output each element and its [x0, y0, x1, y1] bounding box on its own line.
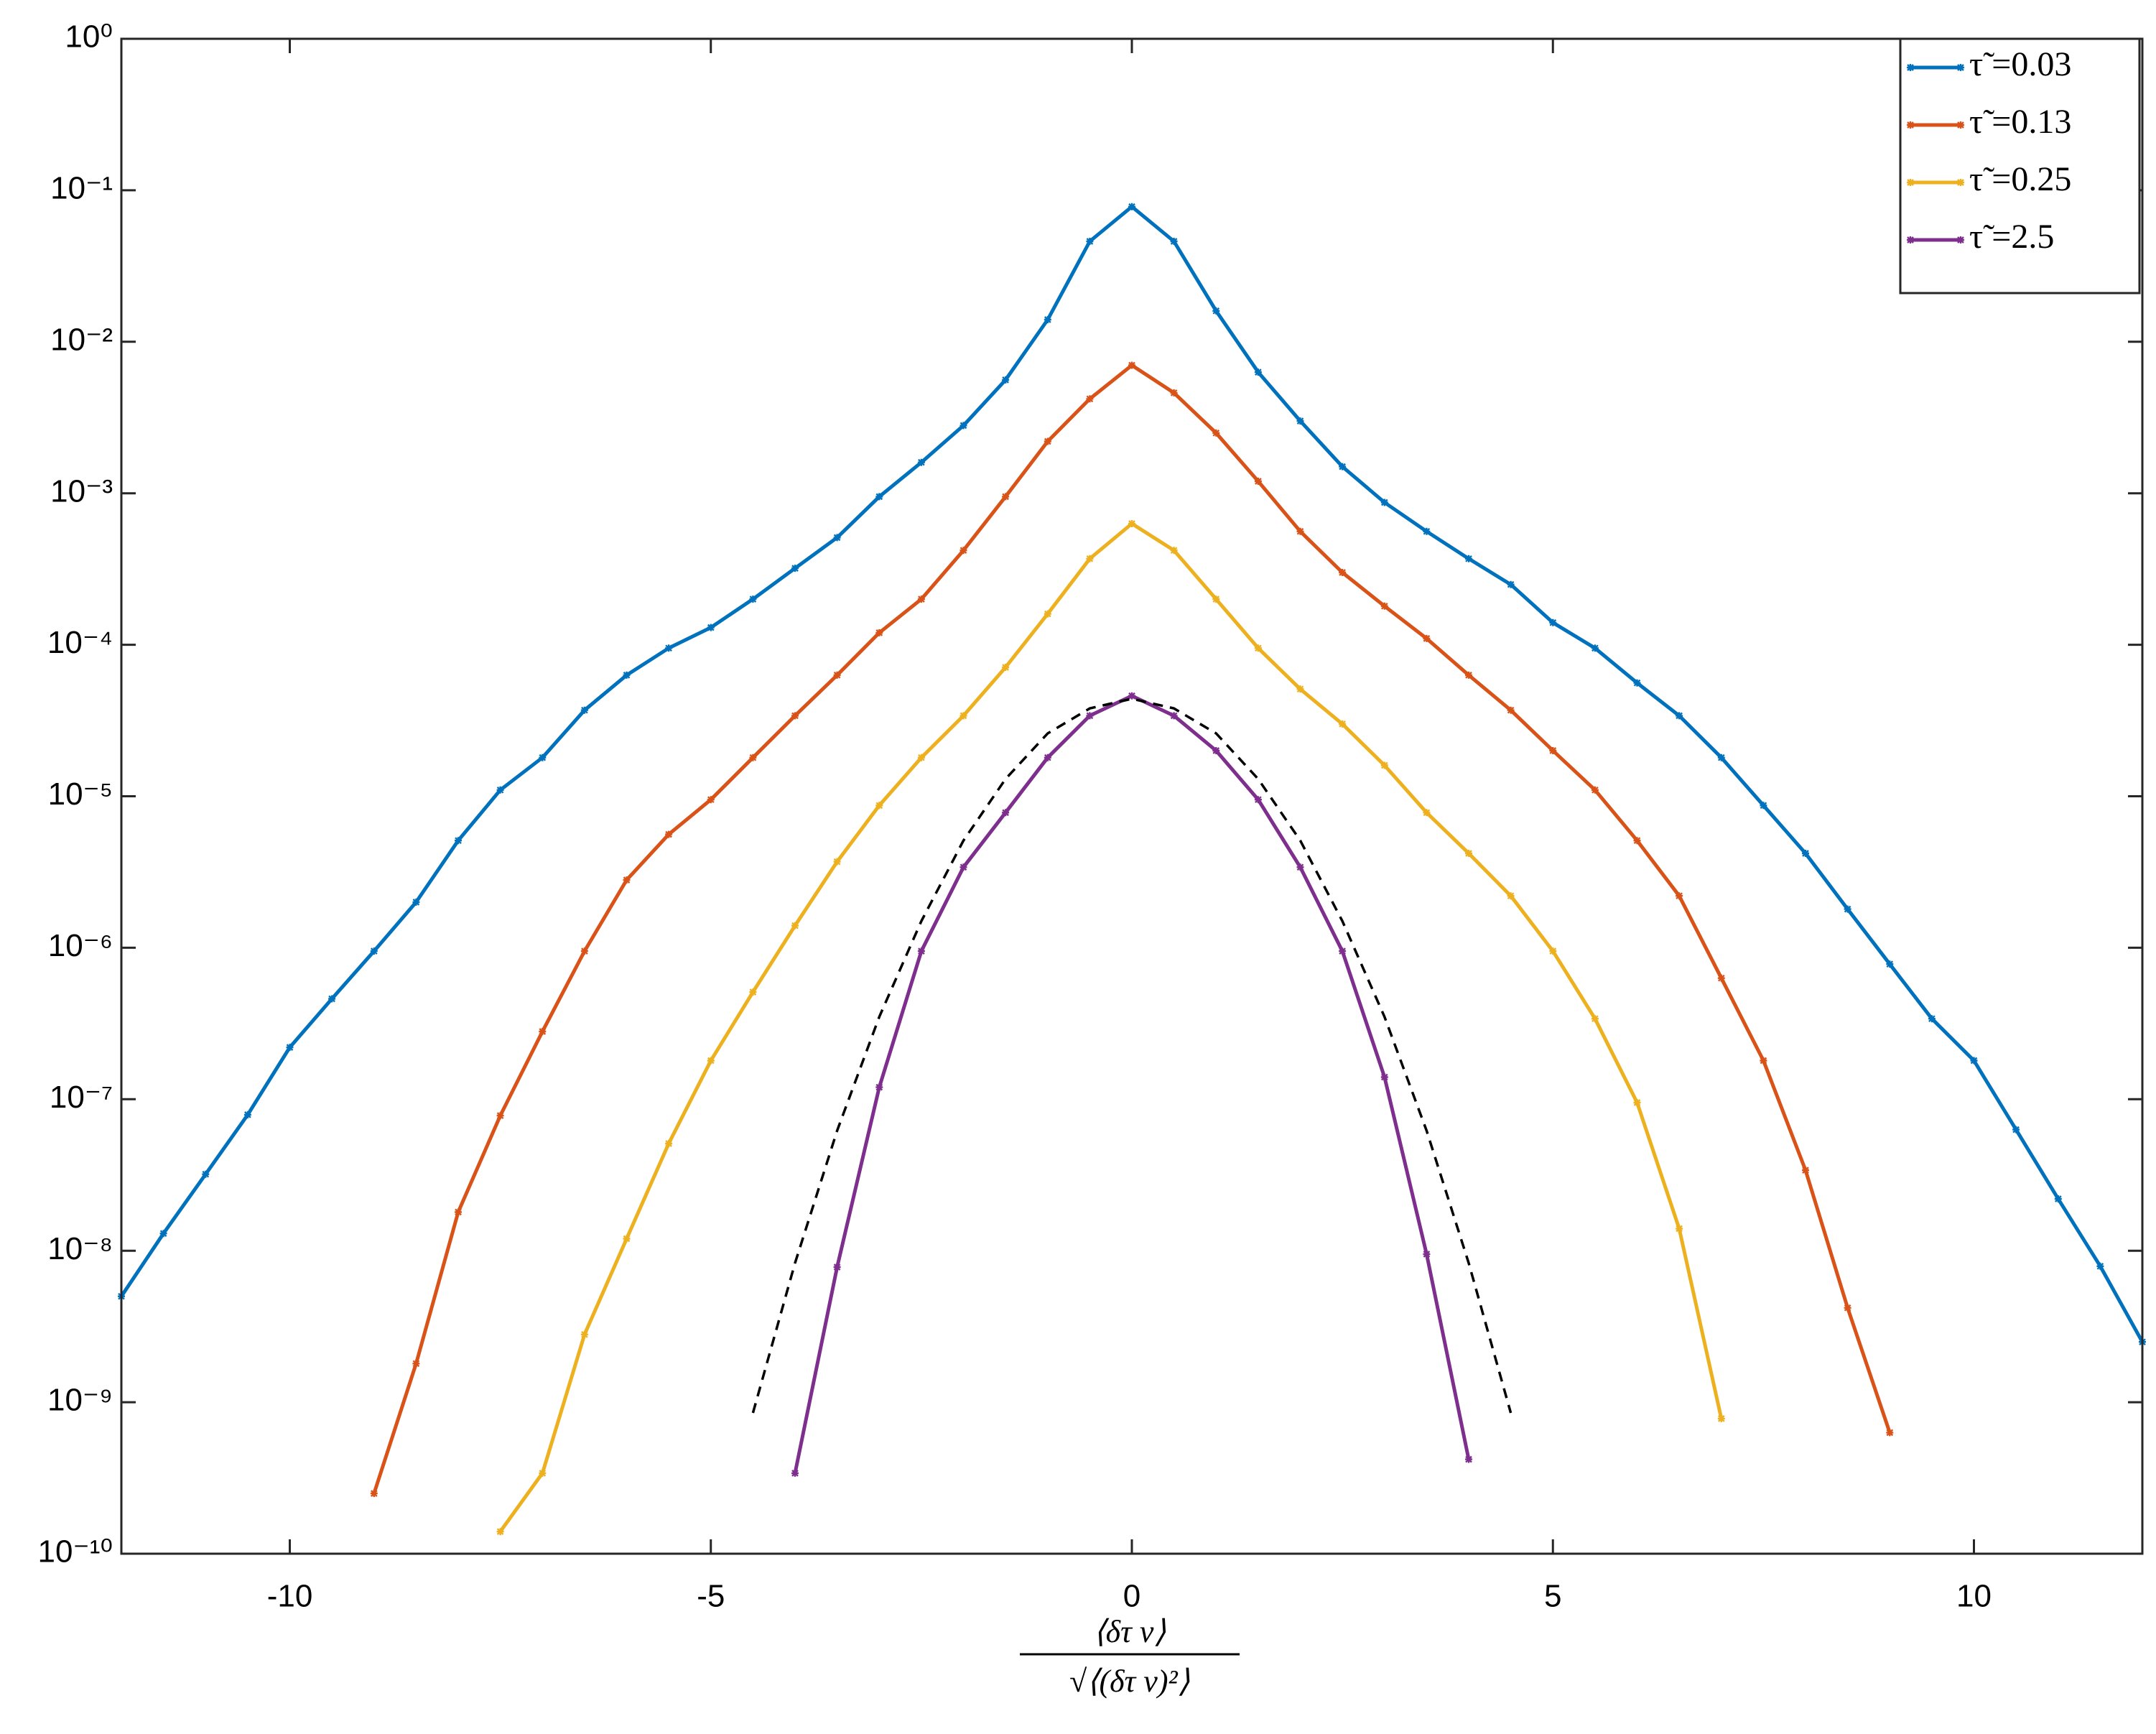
y-tick-label: 10⁻⁴	[47, 625, 113, 660]
y-tick-label: 10⁻⁶	[48, 928, 113, 963]
y-tick-label: 10⁻⁷	[50, 1080, 113, 1115]
x-label-numerator: ⟨δτ v⟩	[1093, 1614, 1166, 1649]
y-tick-label: 10⁻⁸	[47, 1231, 113, 1266]
legend-box	[1899, 37, 2141, 295]
x-tick-label: -5	[697, 1579, 725, 1614]
plot-layer	[118, 37, 2146, 1555]
y-tick-label: 10⁻⁵	[48, 776, 113, 812]
axes-box	[120, 37, 2144, 1555]
y-tick-label: 10⁻³	[50, 473, 113, 509]
legend-label: τ̃ =0.25	[1969, 160, 2071, 198]
y-tick-label: 10⁻¹⁰	[38, 1534, 113, 1570]
x-label-denominator: √⟨(δτ v)²⟩	[1069, 1664, 1190, 1699]
legend-label: τ̃ =0.13	[1969, 103, 2071, 141]
y-tick-label: 10⁻¹	[50, 171, 113, 206]
x-tick-label: 5	[1544, 1579, 1561, 1614]
x-tick-label: -10	[267, 1579, 313, 1614]
y-tick-label: 10⁰	[65, 19, 113, 55]
legend-label: τ̃ =2.5	[1969, 218, 2054, 256]
x-tick-label: 0	[1123, 1579, 1140, 1614]
legend: τ̃ =0.03 τ̃ =0.13 τ̃ =0.25 τ̃ =2.5	[1899, 37, 2141, 295]
series-line	[496, 520, 1725, 1536]
legend-label: τ̃ =0.03	[1969, 45, 2071, 83]
x-tick-label: 10	[1956, 1579, 1992, 1614]
y-tick-label: 10⁻²	[50, 322, 113, 357]
y-tick-label: 10⁻⁹	[47, 1383, 113, 1418]
reference-curve	[751, 697, 1513, 1414]
plot-area	[121, 39, 2142, 1554]
series-line	[791, 692, 1472, 1477]
